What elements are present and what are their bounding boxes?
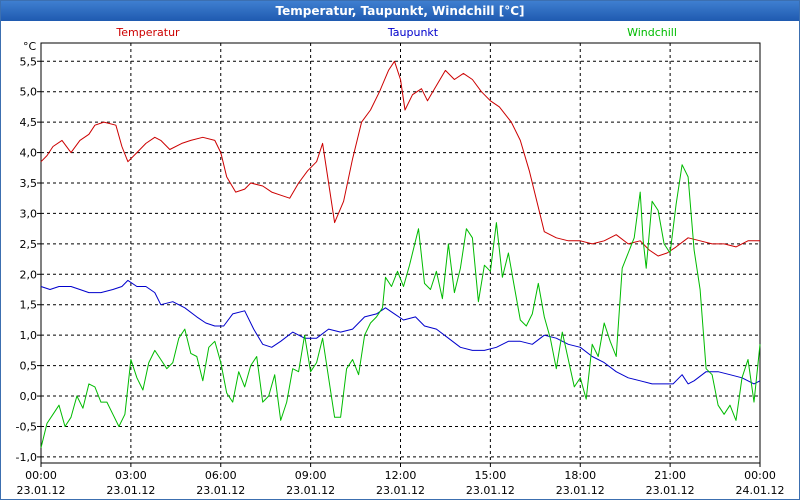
x-tick-time: 15:00	[475, 469, 507, 482]
x-tick-time: 03:00	[115, 469, 147, 482]
y-axis-ticks: -1,0 -0,5 0,0 0,5 1,0 1,5 2,0 2,5 3,0 3,5 4,0 4,5 5,…	[16, 55, 41, 464]
y-tick-label: 1,5	[20, 299, 38, 312]
x-tick-date: 23.01.12	[556, 484, 605, 497]
x-tick-time: 06:00	[205, 469, 237, 482]
x-tick-date: 24.01.12	[736, 484, 785, 497]
x-tick-date: 23.01.12	[286, 484, 335, 497]
y-tick-label: 5,5	[20, 55, 38, 68]
y-tick-label: 1,0	[20, 329, 38, 342]
y-axis-unit: °C	[23, 40, 37, 53]
y-tick-label: 4,5	[20, 116, 38, 129]
legend-windchill: Windchill	[627, 26, 677, 39]
y-tick-label: 0,5	[20, 360, 38, 373]
y-tick-label: 3,0	[20, 207, 38, 220]
y-tick-label: 4,0	[20, 147, 38, 160]
y-tick-label: 3,5	[20, 177, 38, 190]
grid	[41, 43, 760, 463]
x-tick-date: 23.01.12	[17, 484, 66, 497]
series-lines	[40, 60, 761, 448]
x-tick-time: 00:00	[744, 469, 776, 482]
x-tick-date: 23.01.12	[106, 484, 155, 497]
series-line-taupunkt	[40, 279, 761, 385]
window-title: Temperatur, Taupunkt, Windchill [°C]	[1, 1, 799, 21]
series-line-temperatur	[40, 60, 760, 257]
y-tick-label: -1,0	[16, 451, 37, 464]
x-axis-ticks: 00:00 23.01.12 03:00 23.01.12 06:00 23.01.12 0…	[17, 463, 785, 497]
y-tick-label: 2,0	[20, 268, 38, 281]
y-tick-label: -0,5	[16, 420, 37, 433]
y-tick-label: 5,0	[20, 86, 38, 99]
x-tick-time: 12:00	[385, 469, 417, 482]
y-tick-label: 0,0	[20, 390, 38, 403]
legend: Temperatur Taupunkt Windchill	[115, 26, 677, 39]
x-tick-time: 18:00	[564, 469, 596, 482]
x-tick-date: 23.01.12	[646, 484, 695, 497]
x-tick-date: 23.01.12	[466, 484, 515, 497]
x-tick-time: 09:00	[295, 469, 327, 482]
x-tick-date: 23.01.12	[196, 484, 245, 497]
x-tick-time: 00:00	[25, 469, 57, 482]
x-tick-date: 23.01.12	[376, 484, 425, 497]
legend-taupunkt: Taupunkt	[387, 26, 439, 39]
y-tick-label: 2,5	[20, 238, 38, 251]
legend-temperatur: Temperatur	[115, 26, 180, 39]
series-line-windchill	[40, 164, 761, 448]
x-tick-time: 21:00	[654, 469, 686, 482]
